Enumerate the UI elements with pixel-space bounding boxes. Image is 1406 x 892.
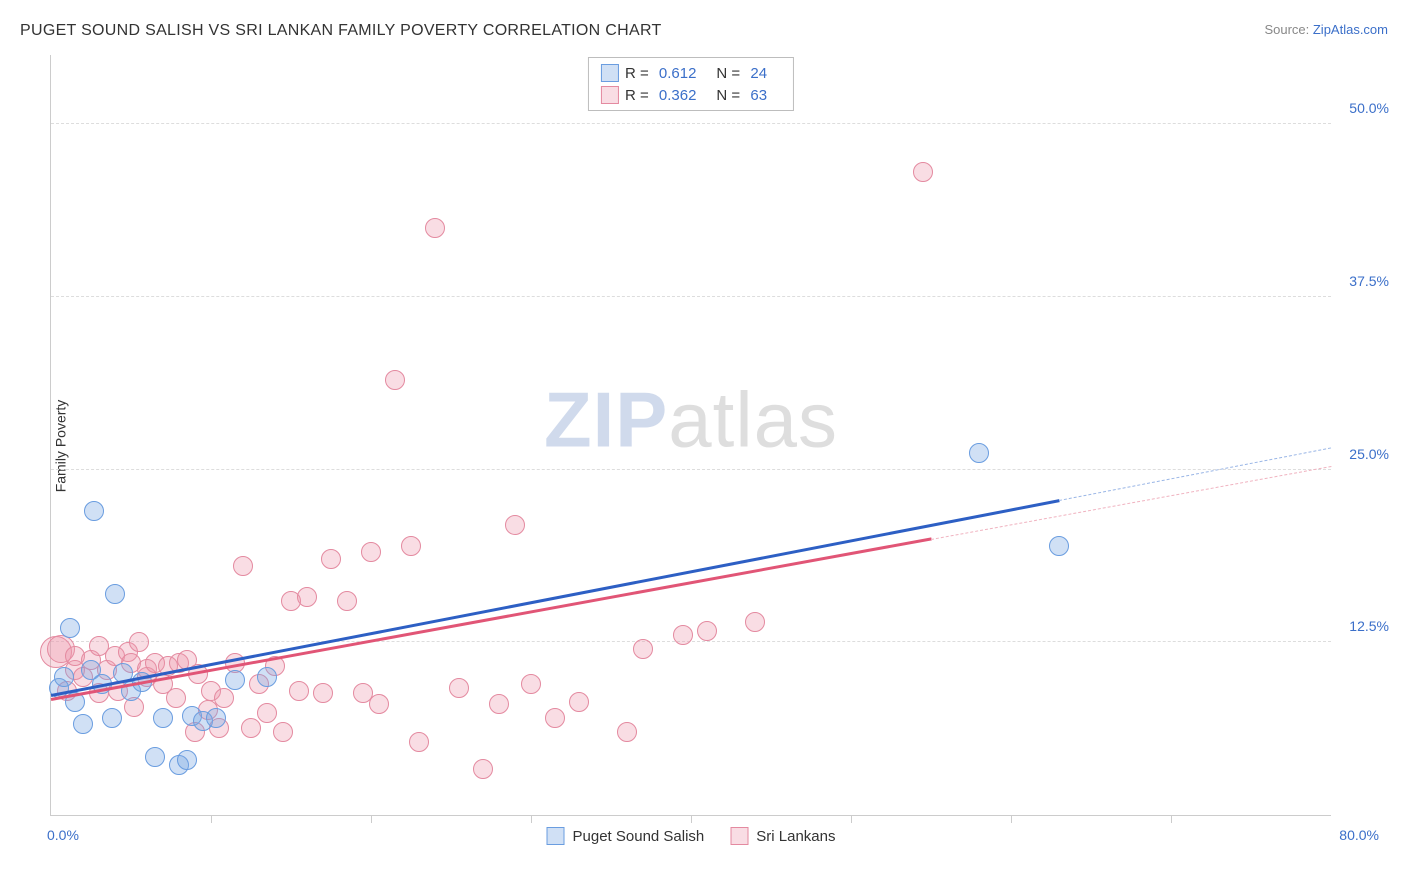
x-tick (691, 815, 692, 823)
scatter-point-pink (257, 703, 277, 723)
scatter-point-pink (473, 759, 493, 779)
scatter-point-pink (129, 632, 149, 652)
scatter-point-pink (913, 162, 933, 182)
scatter-point-pink (633, 639, 653, 659)
scatter-point-blue (153, 708, 173, 728)
scatter-point-blue (84, 501, 104, 521)
scatter-point-pink (673, 625, 693, 645)
scatter-point-pink (241, 718, 261, 738)
watermark-atlas: atlas (668, 375, 838, 463)
trendline-pink-extrapolated (931, 466, 1331, 540)
trendline-pink (51, 537, 931, 700)
swatch-pink (601, 86, 619, 104)
plot-area: ZIPatlas R = 0.612 N = 24 R = 0.362 N = … (50, 55, 1331, 816)
x-tick (1171, 815, 1172, 823)
y-tick-label: 25.0% (1349, 446, 1389, 462)
scatter-point-pink (289, 681, 309, 701)
scatter-point-pink (337, 591, 357, 611)
scatter-point-pink (409, 732, 429, 752)
scatter-point-blue (73, 714, 93, 734)
scatter-point-blue (1049, 536, 1069, 556)
n-value-pink: 63 (750, 87, 767, 104)
legend-item-pink: Sri Lankans (730, 827, 835, 845)
r-label: R = (625, 65, 653, 82)
scatter-point-blue (177, 750, 197, 770)
source-link[interactable]: ZipAtlas.com (1313, 22, 1388, 37)
x-tick (851, 815, 852, 823)
source-attribution: Source: ZipAtlas.com (1264, 22, 1388, 37)
r-value-pink: 0.362 (659, 87, 697, 104)
scatter-point-blue (257, 667, 277, 687)
scatter-point-pink (545, 708, 565, 728)
x-tick (1011, 815, 1012, 823)
legend-item-blue: Puget Sound Salish (547, 827, 705, 845)
r-label: R = (625, 87, 653, 104)
chart-title: PUGET SOUND SALISH VS SRI LANKAN FAMILY … (20, 22, 662, 40)
scatter-point-pink (385, 370, 405, 390)
stats-row-pink: R = 0.362 N = 63 (601, 84, 781, 106)
scatter-point-blue (60, 618, 80, 638)
x-axis-max-label: 80.0% (1339, 827, 1379, 843)
scatter-point-blue (969, 443, 989, 463)
y-tick-label: 37.5% (1349, 273, 1389, 289)
scatter-point-pink (489, 694, 509, 714)
n-value-blue: 24 (750, 65, 767, 82)
source-label: Source: (1264, 22, 1312, 37)
n-label: N = (716, 65, 744, 82)
n-label: N = (716, 87, 744, 104)
scatter-point-blue (102, 708, 122, 728)
scatter-point-blue (105, 584, 125, 604)
scatter-point-pink (313, 683, 333, 703)
stats-row-blue: R = 0.612 N = 24 (601, 62, 781, 84)
scatter-point-pink (401, 536, 421, 556)
scatter-point-pink (449, 678, 469, 698)
scatter-point-pink (233, 556, 253, 576)
scatter-point-pink (369, 694, 389, 714)
stats-legend: R = 0.612 N = 24 R = 0.362 N = 63 (588, 57, 794, 111)
scatter-point-pink (569, 692, 589, 712)
swatch-pink (730, 827, 748, 845)
y-tick-label: 50.0% (1349, 100, 1389, 116)
x-tick (531, 815, 532, 823)
y-tick-label: 12.5% (1349, 618, 1389, 634)
gridline (51, 296, 1331, 297)
swatch-blue (601, 64, 619, 82)
scatter-point-pink (297, 587, 317, 607)
swatch-blue (547, 827, 565, 845)
gridline (51, 641, 1331, 642)
legend-label-blue: Puget Sound Salish (573, 828, 705, 845)
gridline (51, 469, 1331, 470)
scatter-point-pink (166, 688, 186, 708)
gridline (51, 123, 1331, 124)
scatter-point-blue (225, 670, 245, 690)
scatter-point-pink (214, 688, 234, 708)
x-tick (211, 815, 212, 823)
scatter-point-pink (617, 722, 637, 742)
scatter-point-pink (321, 549, 341, 569)
scatter-point-pink (505, 515, 525, 535)
scatter-point-pink (273, 722, 293, 742)
r-value-blue: 0.612 (659, 65, 697, 82)
legend-label-pink: Sri Lankans (756, 828, 835, 845)
watermark-zip: ZIP (544, 375, 668, 463)
scatter-point-blue (54, 667, 74, 687)
scatter-point-pink (361, 542, 381, 562)
scatter-point-pink (745, 612, 765, 632)
scatter-point-pink (697, 621, 717, 641)
scatter-point-pink (521, 674, 541, 694)
x-tick (371, 815, 372, 823)
scatter-point-pink (425, 218, 445, 238)
trendline-blue (51, 499, 1059, 696)
scatter-point-blue (145, 747, 165, 767)
trendline-blue-extrapolated (1059, 448, 1331, 502)
x-axis-min-label: 0.0% (47, 827, 79, 843)
watermark: ZIPatlas (544, 374, 838, 465)
series-legend: Puget Sound Salish Sri Lankans (547, 827, 836, 845)
scatter-point-blue (206, 708, 226, 728)
